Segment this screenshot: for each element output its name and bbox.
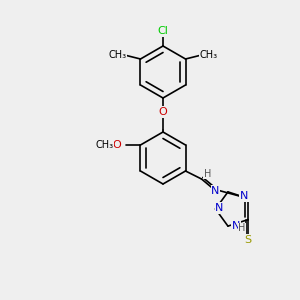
Text: CH₃: CH₃ — [95, 140, 113, 150]
Text: O: O — [112, 140, 121, 150]
Text: H: H — [238, 223, 246, 233]
Text: S: S — [244, 235, 252, 244]
Text: CH₃: CH₃ — [108, 50, 127, 60]
Text: N: N — [215, 203, 224, 213]
Text: N: N — [232, 221, 240, 231]
Text: H: H — [204, 169, 211, 179]
Text: O: O — [159, 107, 167, 117]
Text: Cl: Cl — [158, 26, 168, 36]
Text: N: N — [240, 191, 248, 201]
Text: CH₃: CH₃ — [200, 50, 217, 60]
Text: N: N — [211, 186, 220, 196]
